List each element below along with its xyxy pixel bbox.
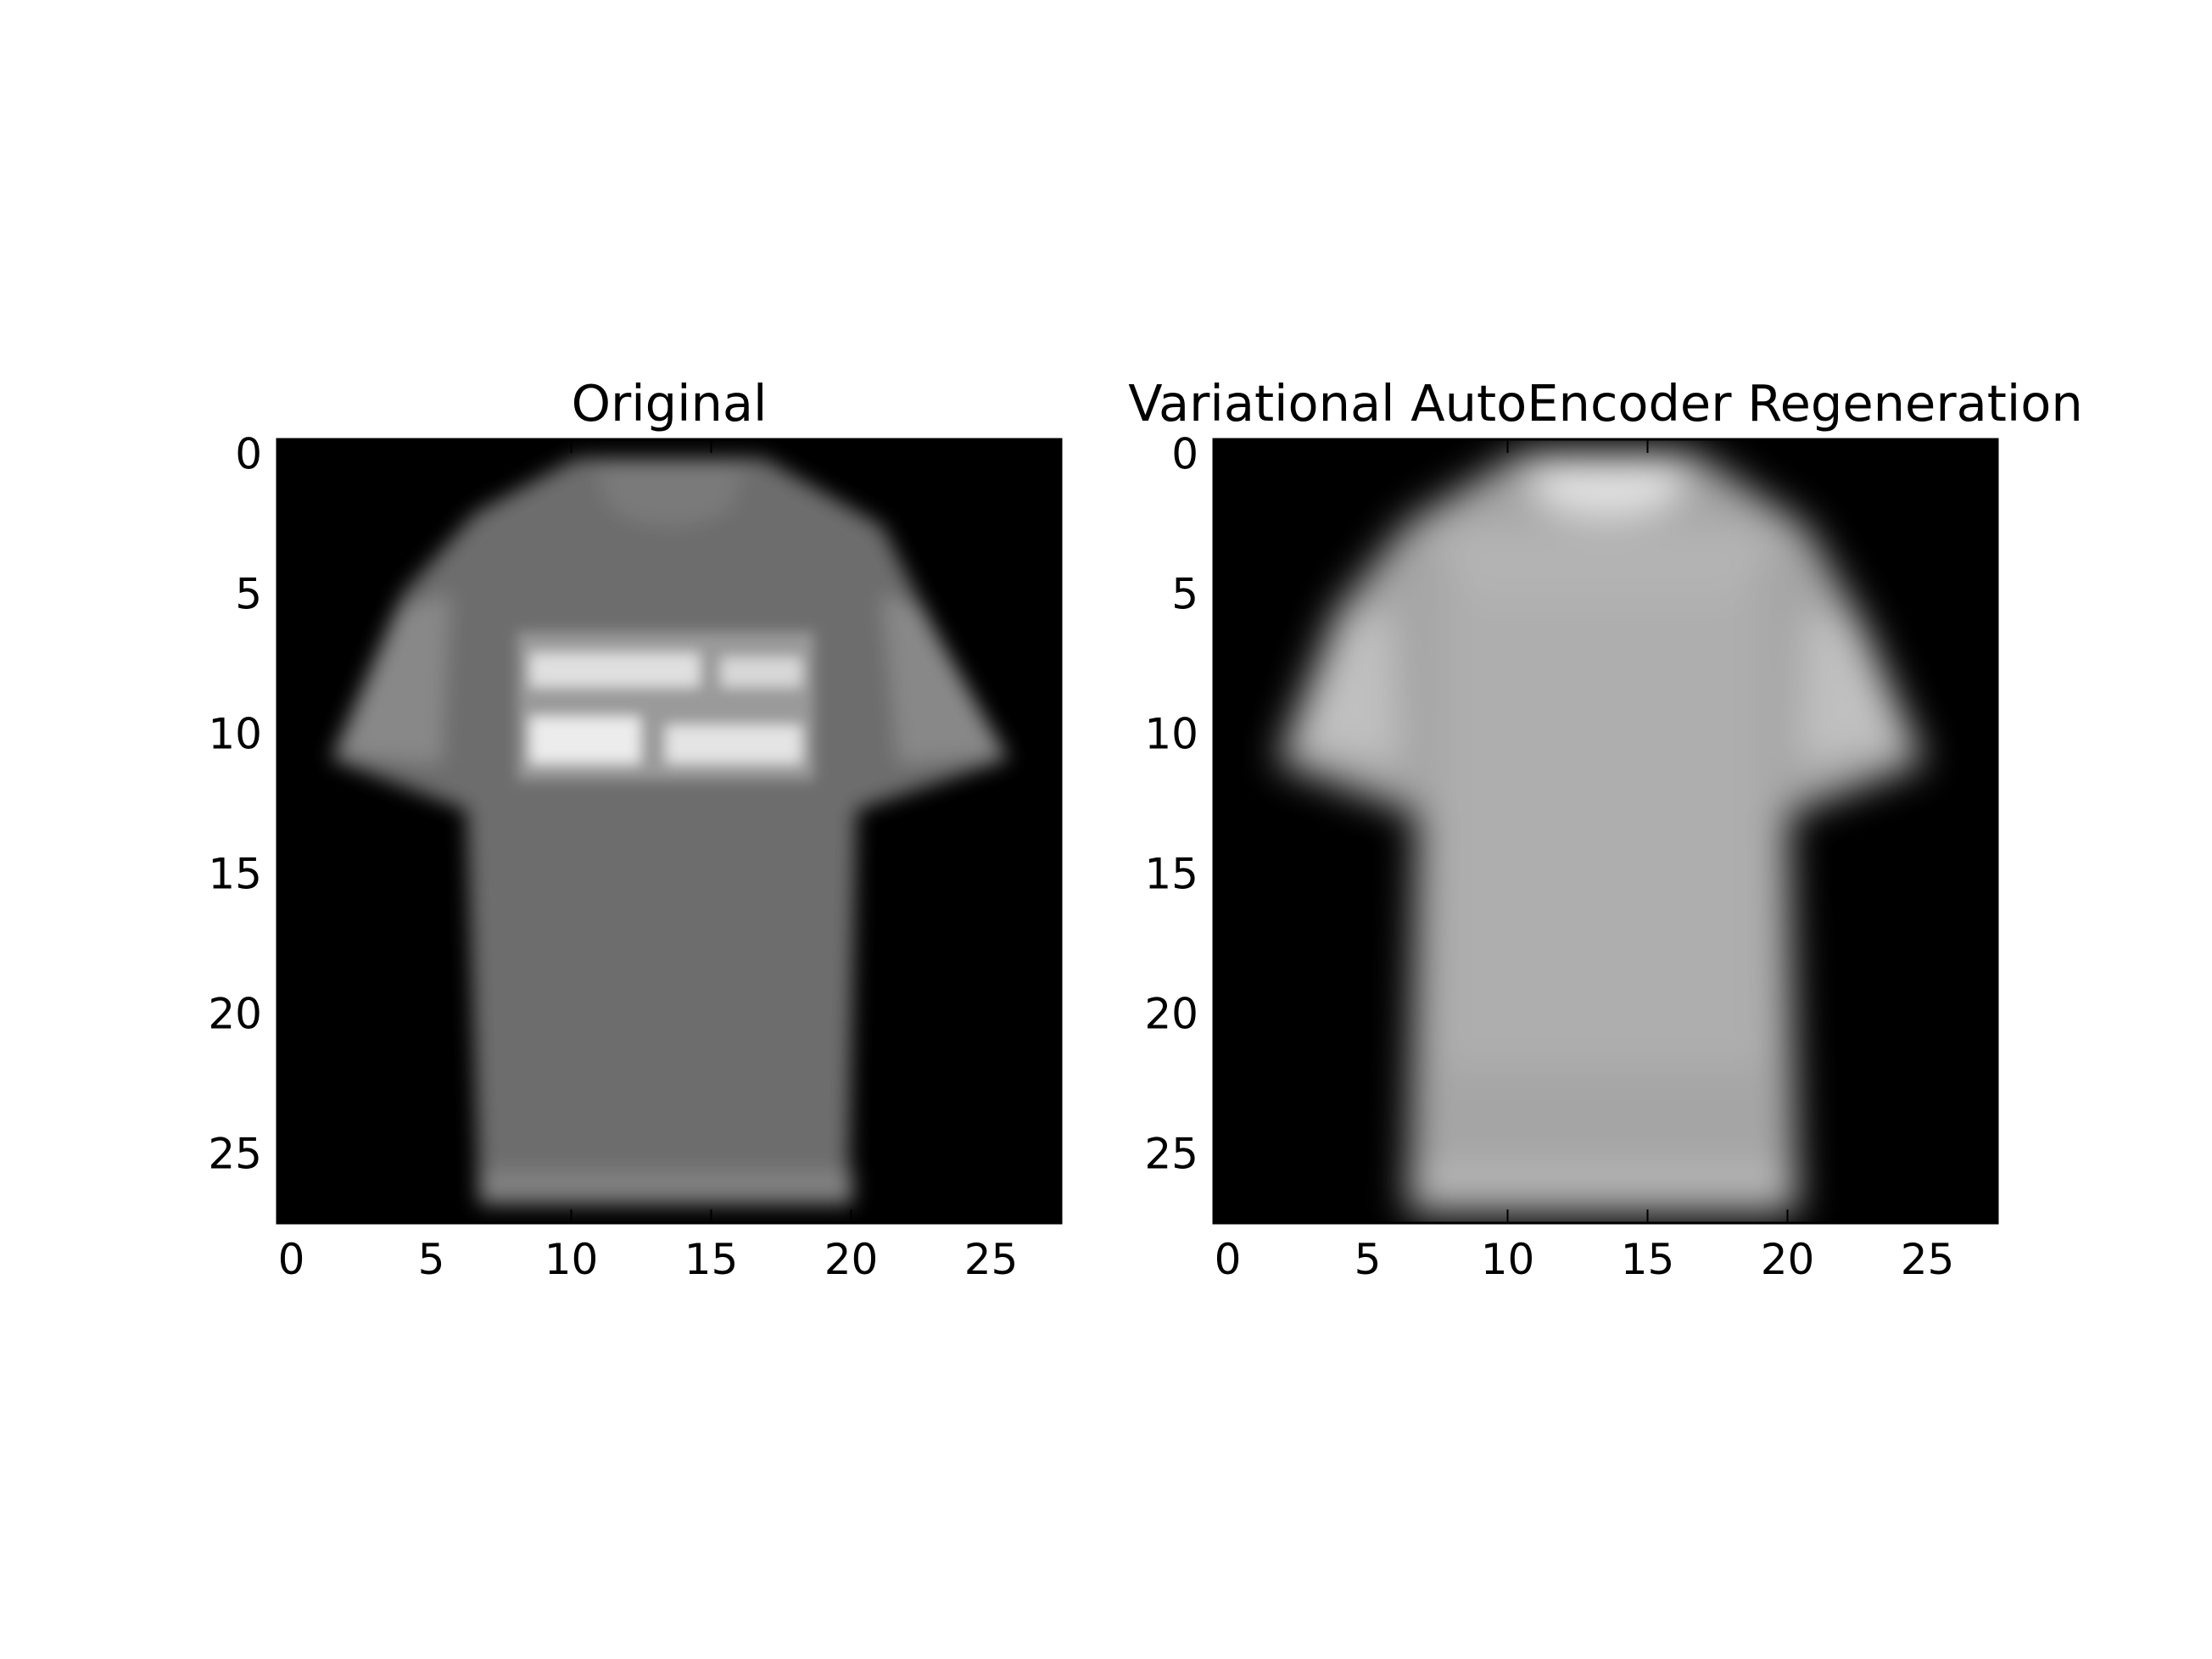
regeneration-xtick-label: 5 bbox=[1355, 1235, 1382, 1284]
original-ytick-label: 15 bbox=[208, 850, 262, 899]
regeneration-title: Variational AutoEncoder Regeneration bbox=[1128, 374, 2083, 433]
original-ytick-label: 10 bbox=[208, 710, 262, 759]
regeneration-xtick-label: 15 bbox=[1621, 1235, 1675, 1284]
regeneration-ytick-label: 15 bbox=[1144, 850, 1198, 899]
regeneration-ticks: 0 5 10 15 20 25 0 5 10 15 20 25 bbox=[1144, 430, 1997, 1284]
original-xtick-label: 20 bbox=[824, 1235, 879, 1284]
original-ytick-label: 0 bbox=[235, 430, 262, 479]
regeneration-xtick-label: 20 bbox=[1761, 1235, 1815, 1284]
original-xtick-label: 15 bbox=[684, 1235, 739, 1284]
regeneration-ytick-label: 10 bbox=[1144, 710, 1198, 759]
regeneration-xtick-label: 0 bbox=[1215, 1235, 1242, 1284]
original-xtick-label: 25 bbox=[964, 1235, 1019, 1284]
original-image bbox=[277, 439, 1061, 1223]
original-ticks: 0 5 10 15 20 25 0 5 10 15 20 25 bbox=[208, 430, 1061, 1284]
original-xtick-label: 10 bbox=[545, 1235, 599, 1284]
original-xtick-label: 0 bbox=[278, 1235, 305, 1284]
original-ytick-label: 5 bbox=[235, 570, 262, 619]
original-ytick-label: 20 bbox=[208, 990, 262, 1039]
original-ytick-label: 25 bbox=[208, 1130, 262, 1179]
regeneration-xtick-label: 25 bbox=[1901, 1235, 1955, 1284]
panel-regeneration: 0 5 10 15 20 25 0 5 10 15 20 25 Variational AutoEnc… bbox=[1128, 374, 2083, 1284]
regeneration-xtick-label: 10 bbox=[1481, 1235, 1535, 1284]
regeneration-ytick-label: 0 bbox=[1171, 430, 1198, 479]
original-axes-frame bbox=[276, 438, 1063, 1225]
original-xtick-label: 5 bbox=[418, 1235, 445, 1284]
panel-original: 0 5 10 15 20 25 0 5 10 15 20 25 Original bbox=[208, 374, 1063, 1284]
regeneration-axes-frame bbox=[1212, 438, 1999, 1225]
regeneration-image bbox=[1214, 439, 1997, 1223]
regeneration-ytick-label: 5 bbox=[1171, 570, 1198, 619]
regeneration-ytick-label: 20 bbox=[1144, 990, 1198, 1039]
regeneration-ytick-label: 25 bbox=[1144, 1130, 1198, 1179]
original-title: Original bbox=[572, 374, 768, 433]
